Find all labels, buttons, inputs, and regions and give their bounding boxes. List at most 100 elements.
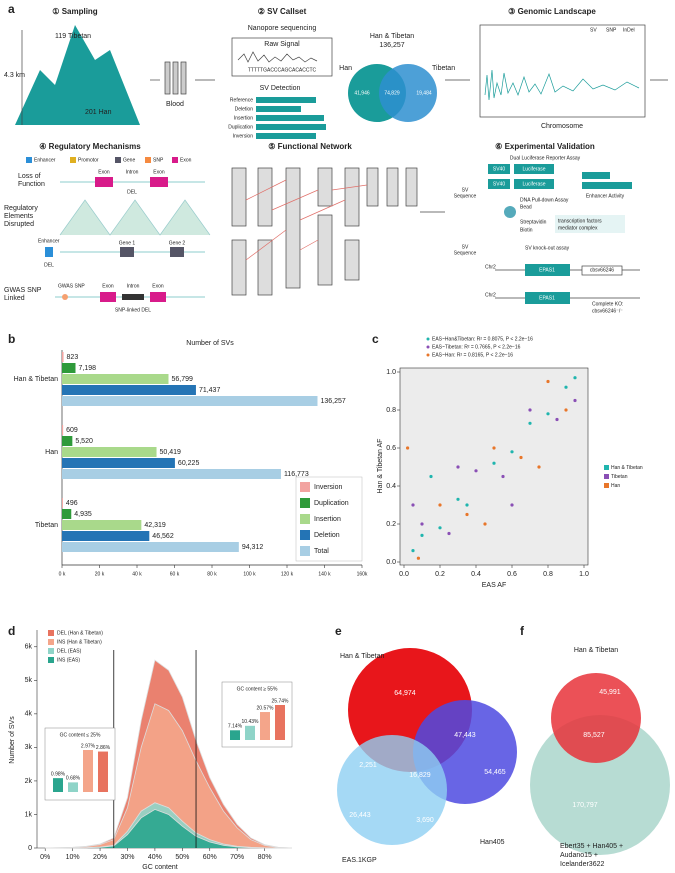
set-label: Han & Tibetan xyxy=(574,647,618,654)
inset-bar xyxy=(230,730,240,740)
x-tick-label: 0.2 xyxy=(435,571,445,578)
point xyxy=(501,474,505,479)
step-title: ③ Genomic Landscape xyxy=(508,7,596,16)
inset-value: 0.98% xyxy=(51,771,66,777)
point xyxy=(519,455,523,460)
point xyxy=(456,465,460,469)
inset-value: 10.43% xyxy=(242,719,260,725)
x-tick-label: 0.6 xyxy=(507,571,517,578)
panel-label: a xyxy=(8,2,15,16)
label: Function xyxy=(18,181,45,188)
point xyxy=(492,461,496,465)
y-tick-label: 1.0 xyxy=(386,369,396,376)
label: Deletion xyxy=(235,106,254,112)
point xyxy=(411,549,415,553)
legend-label: Deletion xyxy=(314,532,340,539)
legend-swatch xyxy=(604,483,609,488)
legend: InDel xyxy=(623,27,635,33)
label: GWAS SNP xyxy=(58,283,85,289)
point xyxy=(465,512,469,517)
point xyxy=(438,503,442,507)
region-count: 26,443 xyxy=(349,812,371,819)
x-tick-label: 1.0 xyxy=(579,571,589,578)
inset-bar xyxy=(260,712,270,740)
chart-title: Number of SVs xyxy=(186,340,234,347)
legend-label: Han & Tibetan xyxy=(611,465,643,471)
legend-label: Duplication xyxy=(314,500,349,507)
legend-swatch xyxy=(604,474,609,479)
label: Exon xyxy=(152,283,164,289)
legend-dot xyxy=(426,345,430,349)
label: Bead xyxy=(520,204,532,210)
legend: Promotor xyxy=(78,157,99,163)
legend-dot xyxy=(426,337,430,341)
legend: SNP xyxy=(153,157,164,163)
value-label: 50,419 xyxy=(160,449,182,456)
label: Luciferase xyxy=(522,166,545,172)
legend-label: DEL (EAS) xyxy=(57,648,82,654)
category-label: Han & Tibetan xyxy=(14,376,58,383)
venn-text: Han & Tibetan Han405 EAS.1KGP 64,974 47,… xyxy=(340,647,623,868)
x-tick-label: 80% xyxy=(258,854,272,861)
set-label: Han405 xyxy=(480,839,505,846)
label: Insertion xyxy=(234,115,253,121)
label: Complete KO: xyxy=(592,301,623,307)
label: Duplication xyxy=(228,124,253,130)
label: Loss of xyxy=(18,173,41,180)
region-count: 45,991 xyxy=(599,689,621,696)
point xyxy=(537,465,541,469)
x-tick-label: 0.4 xyxy=(471,571,481,578)
x-tick-label: 0% xyxy=(40,854,50,861)
point xyxy=(510,450,514,454)
region-count: 2,251 xyxy=(359,762,377,769)
panel-a-text: a ① Sampling 119 Tibetan 4.3 km 201 Han … xyxy=(4,2,635,314)
panel-label: d xyxy=(8,624,15,638)
legend-swatch xyxy=(48,657,54,663)
step-title: ④ Regulatory Mechanisms xyxy=(39,142,141,151)
point xyxy=(420,522,424,526)
label: Elements xyxy=(4,213,34,220)
legend-swatch xyxy=(70,157,76,163)
label: Exon xyxy=(98,169,110,175)
point xyxy=(420,533,424,538)
label: transcription factors xyxy=(558,218,602,224)
label: SV40 xyxy=(493,166,505,172)
point xyxy=(510,503,514,507)
stat-label: EAS~Han: R² = 0.8165, P < 2.2e−16 xyxy=(432,352,513,358)
bar xyxy=(62,385,196,395)
label: Enhancer xyxy=(38,238,60,244)
x-tick-label: 20% xyxy=(93,854,107,861)
y-tick-label: 0 xyxy=(28,845,32,852)
set-label: Ebert35 + Han405 + xyxy=(560,843,623,850)
bar xyxy=(62,531,150,541)
panel-label: f xyxy=(520,624,525,638)
y-tick-label: 0.8 xyxy=(386,407,396,414)
legend-swatch xyxy=(300,514,310,524)
value-label: 94,312 xyxy=(242,544,264,551)
value-label: 71,437 xyxy=(199,387,221,394)
label: 136,257 xyxy=(379,42,404,49)
value-label: 5,520 xyxy=(75,438,93,445)
bar xyxy=(62,509,72,519)
region-count: 47,443 xyxy=(454,732,476,739)
legend-swatch xyxy=(300,482,310,492)
legend-swatch xyxy=(145,157,151,163)
label: Reference xyxy=(230,97,253,103)
label: SV xyxy=(462,187,469,193)
y-tick-label: 2k xyxy=(25,778,33,785)
label: 4.3 km xyxy=(4,72,25,79)
point xyxy=(546,379,550,384)
label: 41,946 xyxy=(354,90,370,96)
value-label: 46,562 xyxy=(152,533,174,540)
label: Disrupted xyxy=(4,221,34,228)
y-tick-label: 0.6 xyxy=(386,445,396,452)
inset-bar xyxy=(275,705,285,740)
point xyxy=(456,497,460,501)
value-label: 136,257 xyxy=(320,398,345,405)
inset-title: GC content ≥ 55% xyxy=(237,686,278,692)
legend-label: Total xyxy=(314,548,329,555)
point xyxy=(573,376,577,380)
value-label: 56,799 xyxy=(171,376,193,383)
value-label: 496 xyxy=(66,500,78,507)
